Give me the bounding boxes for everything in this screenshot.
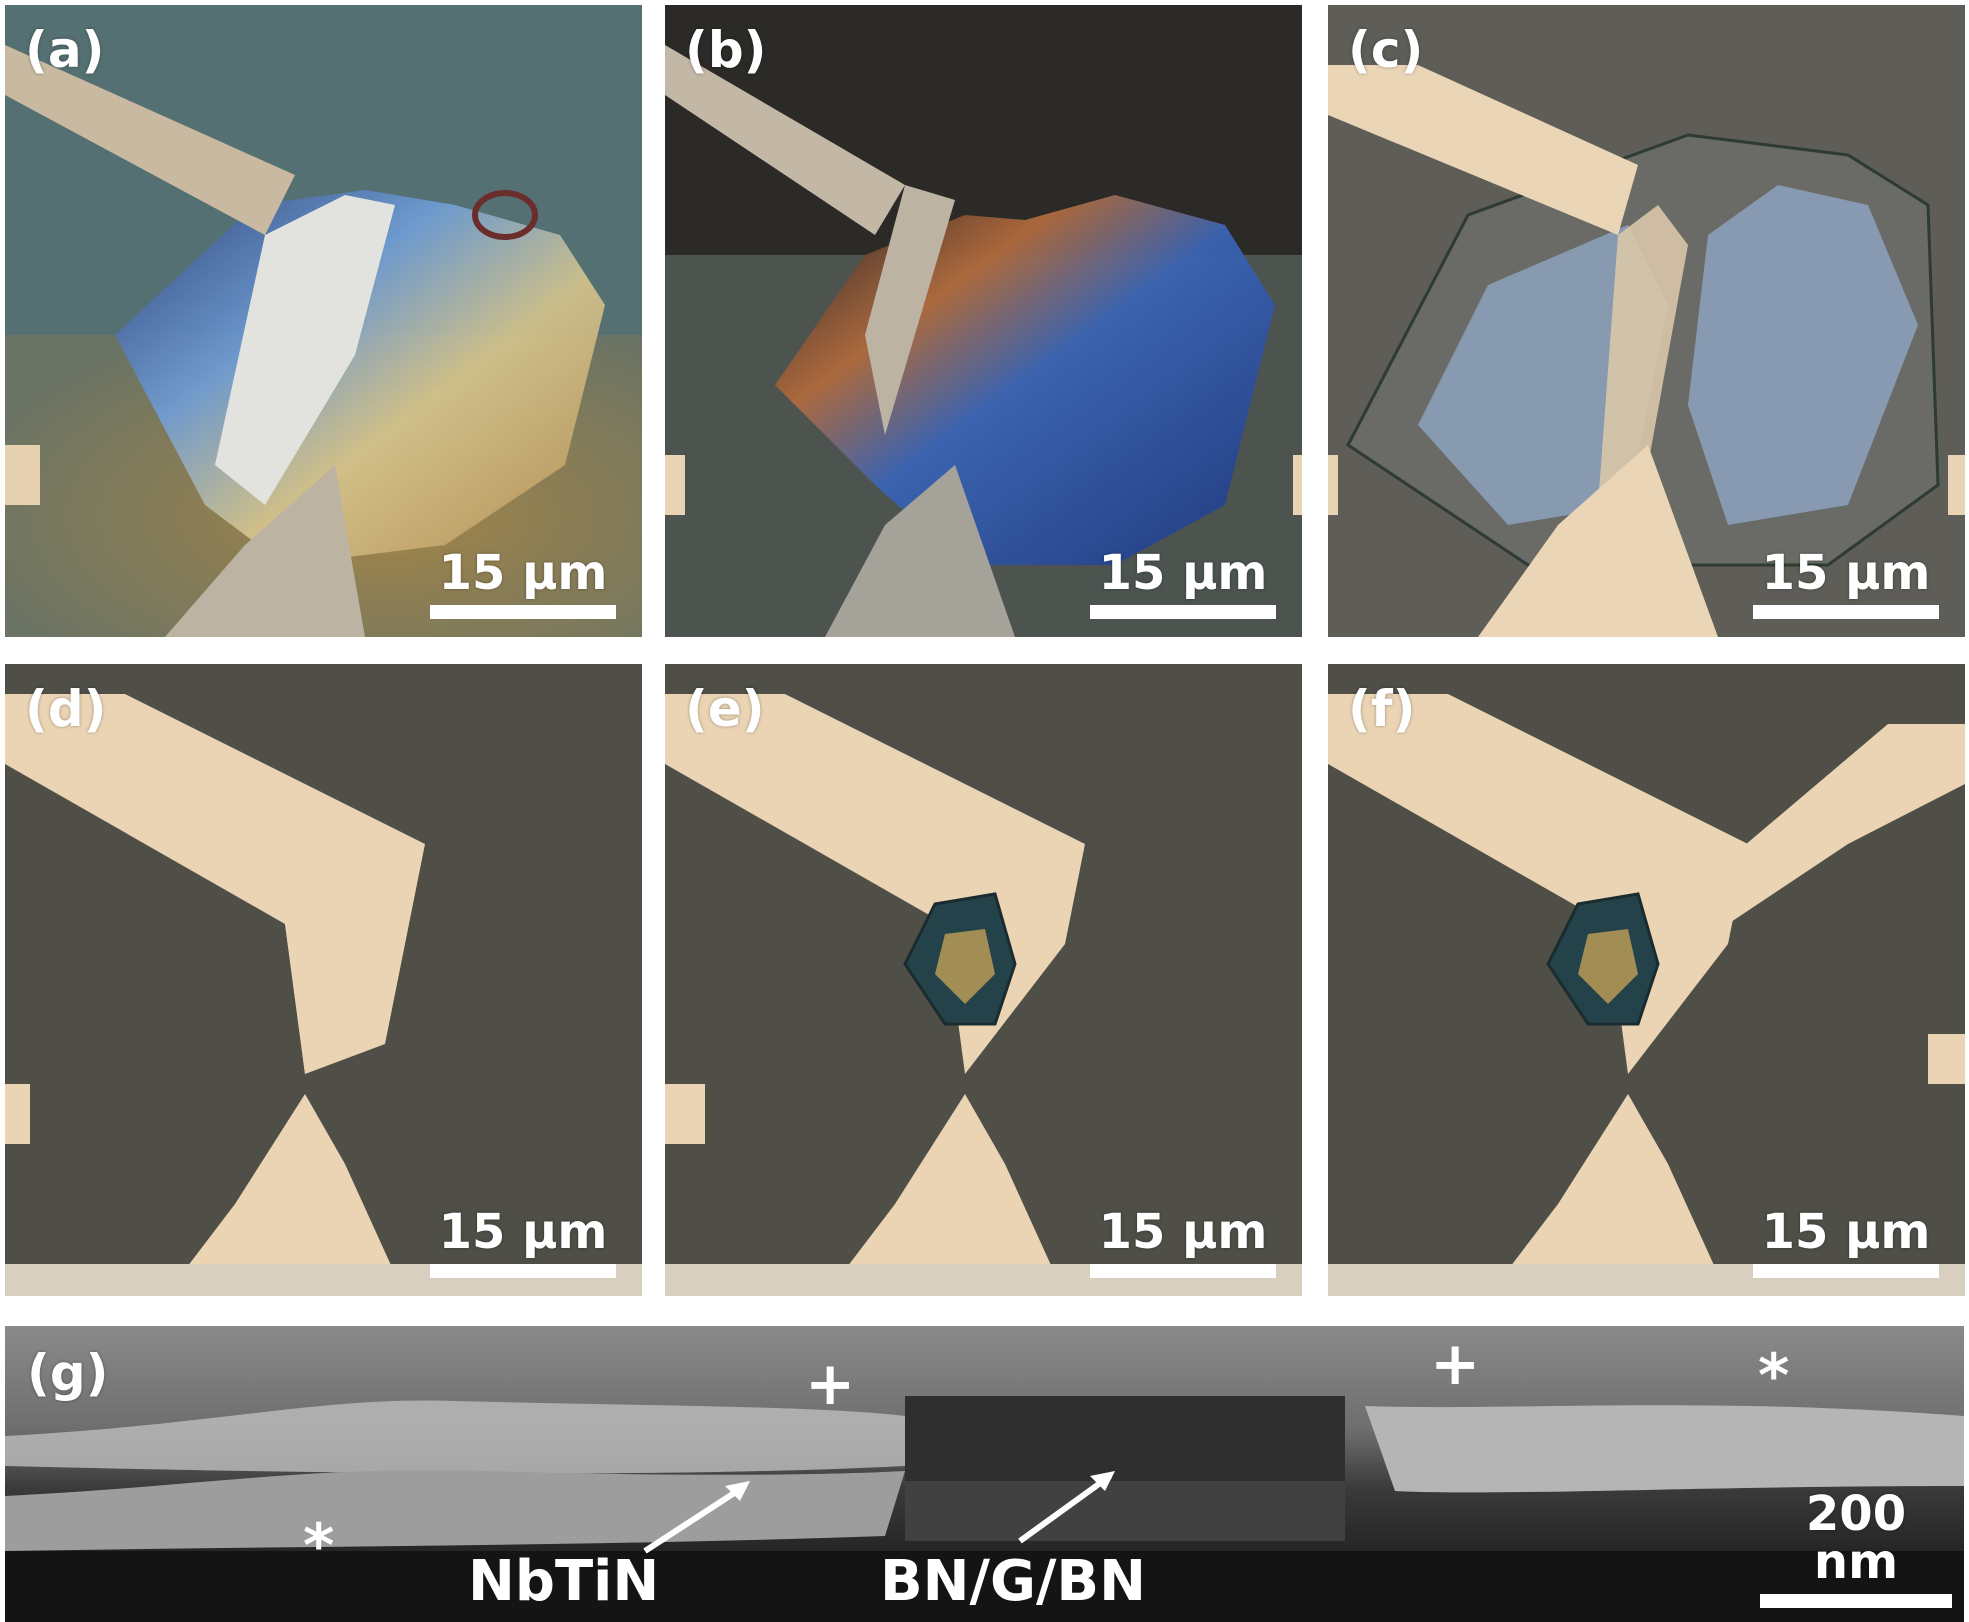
panel-c-micrograph <box>1328 5 1965 637</box>
panel-g-sem-image <box>5 1326 1964 1622</box>
panel-d-scale-bar: 15 µm <box>430 1208 616 1278</box>
panel-c-scale-text: 15 µm <box>1761 545 1931 601</box>
star-marker-left: * <box>303 1511 335 1581</box>
panel-c-scale-line <box>1753 605 1939 619</box>
panel-b-scale-text: 15 µm <box>1098 545 1268 601</box>
panel-c-scale-bar: 15 µm <box>1753 549 1939 619</box>
panel-a-scale-text: 15 µm <box>438 545 608 601</box>
bn-g-bn-label: BN/G/BN <box>880 1549 1146 1614</box>
panel-f-label: (f) <box>1348 680 1416 738</box>
plus-marker-right: + <box>1430 1329 1481 1399</box>
panel-e-scale-line <box>1090 1264 1276 1278</box>
panel-c-label: (c) <box>1348 21 1424 79</box>
panel-f-scale-bar: 15 µm <box>1753 1208 1939 1278</box>
panel-d: (d) 15 µm <box>5 664 642 1296</box>
panel-b-micrograph <box>665 5 1302 637</box>
panel-e-label: (e) <box>685 680 765 738</box>
panel-c: (c) 15 µm <box>1328 5 1965 637</box>
panel-b-scale-bar: 15 µm <box>1090 549 1276 619</box>
panel-d-scale-line <box>430 1264 616 1278</box>
panel-g-scale-text: 200 nm <box>1805 1486 1907 1590</box>
panel-e-micrograph <box>665 664 1302 1296</box>
panel-a-scale-bar: 15 µm <box>430 549 616 619</box>
panel-b-scale-line <box>1090 605 1276 619</box>
panel-e-scale-text: 15 µm <box>1098 1204 1268 1260</box>
panel-a-micrograph <box>5 5 642 637</box>
panel-f-micrograph <box>1328 664 1965 1296</box>
panel-f: (f) 15 µm <box>1328 664 1965 1296</box>
panel-g-scale-line <box>1760 1594 1952 1608</box>
panel-e-scale-bar: 15 µm <box>1090 1208 1276 1278</box>
nbtin-label: NbTiN <box>468 1549 660 1614</box>
panel-g-scale-bar: 200 nm <box>1760 1490 1952 1608</box>
plus-marker-left: + <box>805 1349 856 1419</box>
star-marker-right: * <box>1758 1341 1790 1411</box>
panel-b-label: (b) <box>685 21 767 79</box>
panel-d-scale-text: 15 µm <box>438 1204 608 1260</box>
panel-b: (b) 15 µm <box>665 5 1302 637</box>
panel-e: (e) 15 µm <box>665 664 1302 1296</box>
panel-a-label: (a) <box>25 21 105 79</box>
panel-f-scale-text: 15 µm <box>1761 1204 1931 1260</box>
panel-g: (g) + + * * NbTiN BN/G/BN 200 nm <box>5 1326 1964 1622</box>
panel-g-label: (g) <box>27 1344 109 1402</box>
panel-a-scale-line <box>430 605 616 619</box>
panel-d-micrograph <box>5 664 642 1296</box>
panel-a: (a) 15 µm <box>5 5 642 637</box>
panel-f-scale-line <box>1753 1264 1939 1278</box>
panel-d-label: (d) <box>25 680 107 738</box>
